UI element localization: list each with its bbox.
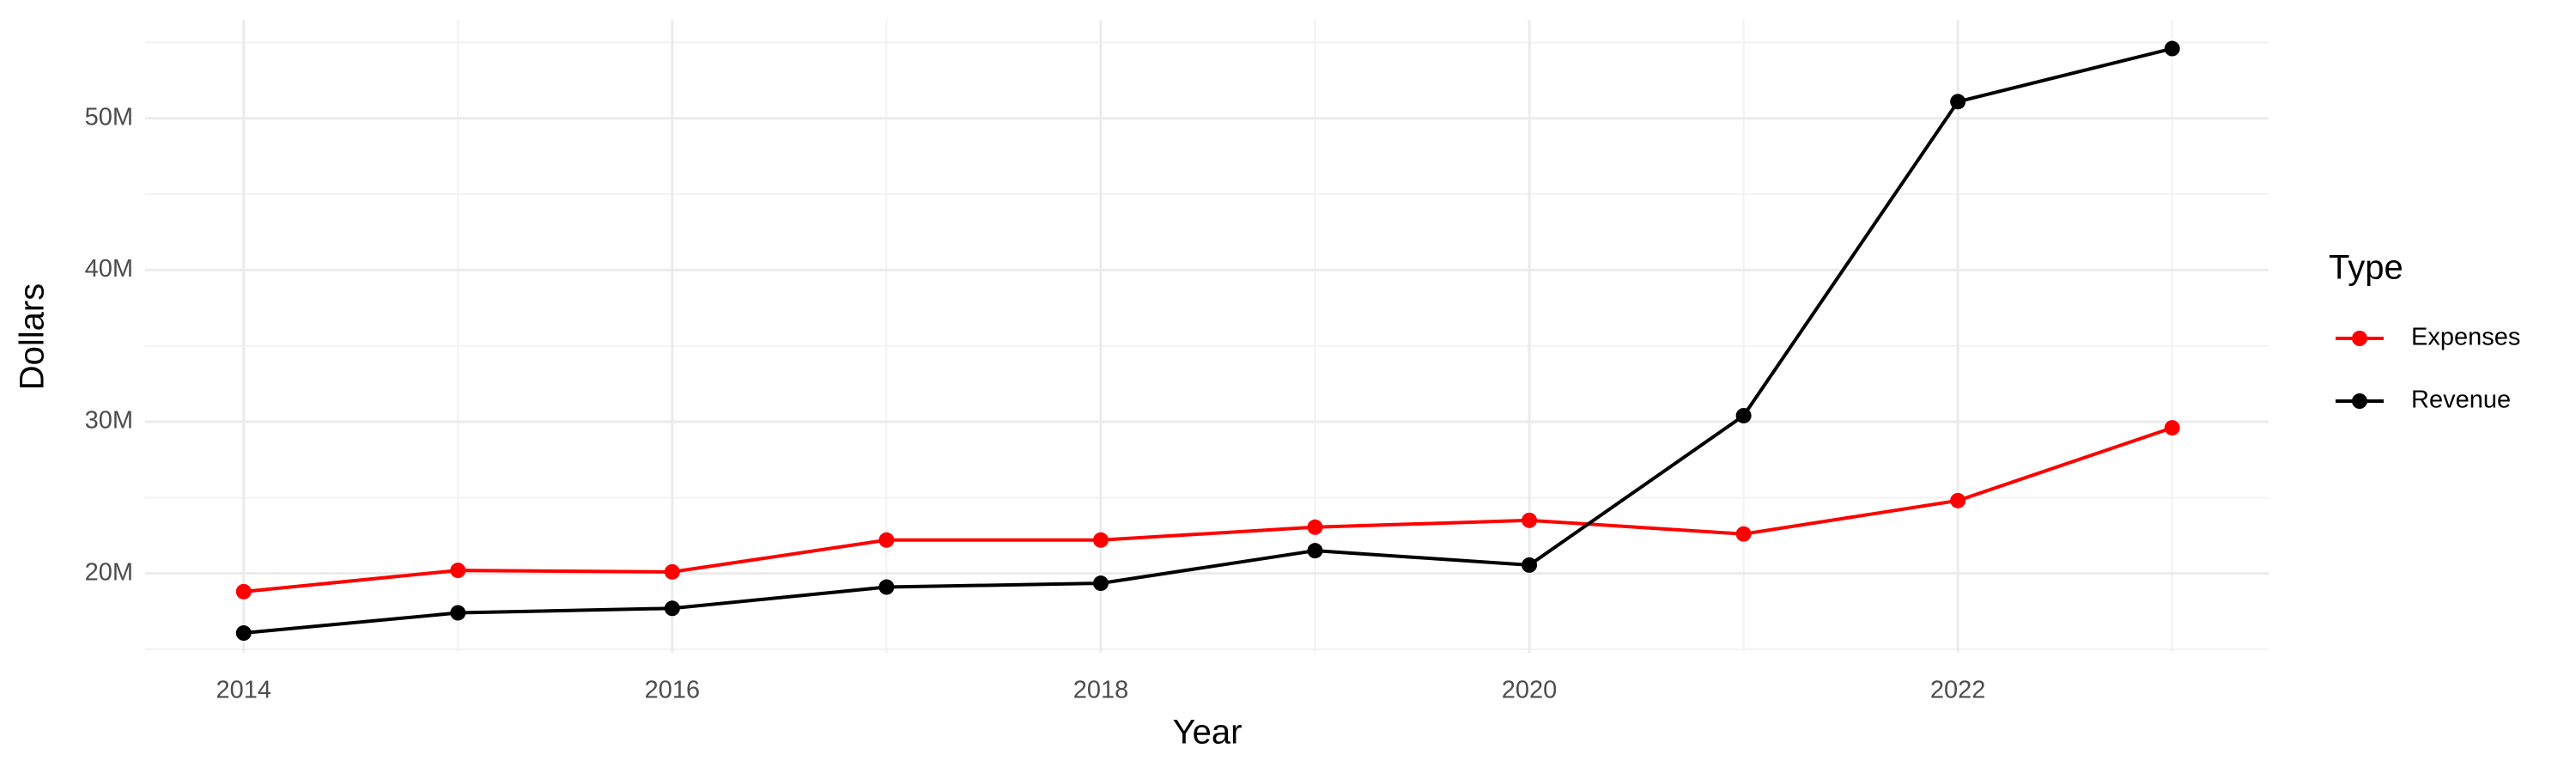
point [235, 625, 252, 642]
y-tick-label: 50M [85, 103, 133, 131]
point [1522, 512, 1538, 528]
point [878, 532, 895, 548]
line [243, 46, 2173, 636]
legend-label: Expenses [2411, 324, 2520, 351]
x-tick-label: 2016 [645, 677, 701, 704]
point [1950, 94, 1966, 110]
point [664, 563, 680, 580]
point [878, 579, 895, 595]
point [1735, 407, 1752, 423]
line [243, 426, 2173, 593]
point [1735, 526, 1752, 542]
x-tick-label: 2018 [1073, 677, 1129, 704]
point [450, 563, 466, 579]
point [1092, 532, 1109, 548]
point [664, 600, 680, 617]
legend-point [2352, 393, 2367, 409]
legend-label: Revenue [2411, 386, 2511, 414]
point [235, 583, 252, 600]
point [450, 605, 466, 621]
point [1522, 557, 1538, 573]
y-axis-title: Dollars [14, 283, 52, 390]
x-axis-title: Year [1173, 714, 1242, 752]
y-tick-label: 20M [85, 558, 133, 586]
x-tick-label: 2022 [1930, 677, 1986, 704]
point [2164, 40, 2180, 57]
point [1092, 575, 1109, 592]
legend-point [2352, 331, 2367, 346]
legend-title: Type [2329, 249, 2403, 287]
point [1950, 492, 1966, 508]
y-tick-label: 30M [85, 407, 133, 435]
y-tick-label: 40M [85, 255, 133, 283]
x-tick-label: 2014 [216, 677, 272, 704]
point [2164, 420, 2180, 436]
x-tick-label: 2020 [1502, 677, 1558, 704]
point [1307, 519, 1323, 535]
point [1307, 543, 1323, 559]
